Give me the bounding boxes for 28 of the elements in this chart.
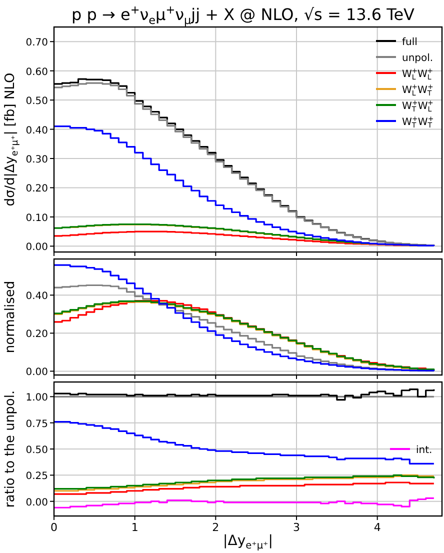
y-tick-label: 0.60	[26, 66, 48, 78]
x-tick-label: 0	[50, 521, 58, 534]
y-tick-label: 0.50	[26, 445, 48, 456]
y-tick-label: 0.30	[26, 154, 48, 166]
x-tick-label: 4	[374, 521, 381, 534]
y-tick-label: 1.00	[26, 392, 48, 404]
y-tick-label: 0.20	[26, 184, 48, 195]
x-tick-label: 1	[131, 521, 138, 534]
y-tick-label: 0.00	[26, 497, 48, 508]
y-tick-label: 0.00	[26, 242, 48, 254]
chart-title: p p → e$^{+}$ν$_{e}$μ$^{+}$ν$_{μ}$jj + X @ NLO, √s = 13.6 TeV	[72, 4, 414, 27]
legend-label: unpol.	[402, 53, 434, 64]
legend-label: full	[402, 37, 418, 48]
x-tick-label: 3	[293, 521, 300, 534]
y-tick-label: 0.40	[26, 125, 48, 136]
y-tick-label: 0.40	[26, 291, 48, 302]
x-axis-title: |Δy$_{e⁺μ⁺}$|	[223, 533, 273, 552]
y-tick-label: 0.00	[26, 367, 48, 378]
y-axis-title: ratio to the unpol.	[3, 390, 18, 508]
x-tick-label: 2	[212, 521, 220, 534]
y-tick-label: 0.50	[26, 96, 48, 108]
legend-label: int.	[416, 445, 432, 456]
y-axis-title: normalised	[3, 280, 18, 354]
y-tick-label: 0.70	[26, 38, 48, 49]
y-tick-label: 0.10	[26, 212, 48, 224]
y-tick-label: 0.75	[26, 418, 48, 430]
y-tick-label: 0.20	[26, 329, 48, 340]
y-tick-label: 0.25	[26, 471, 48, 482]
